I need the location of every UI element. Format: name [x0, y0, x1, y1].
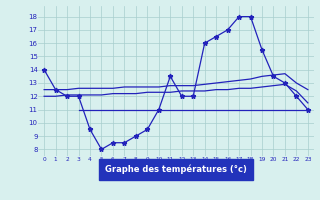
- X-axis label: Graphe des températures (°c): Graphe des températures (°c): [105, 164, 247, 174]
